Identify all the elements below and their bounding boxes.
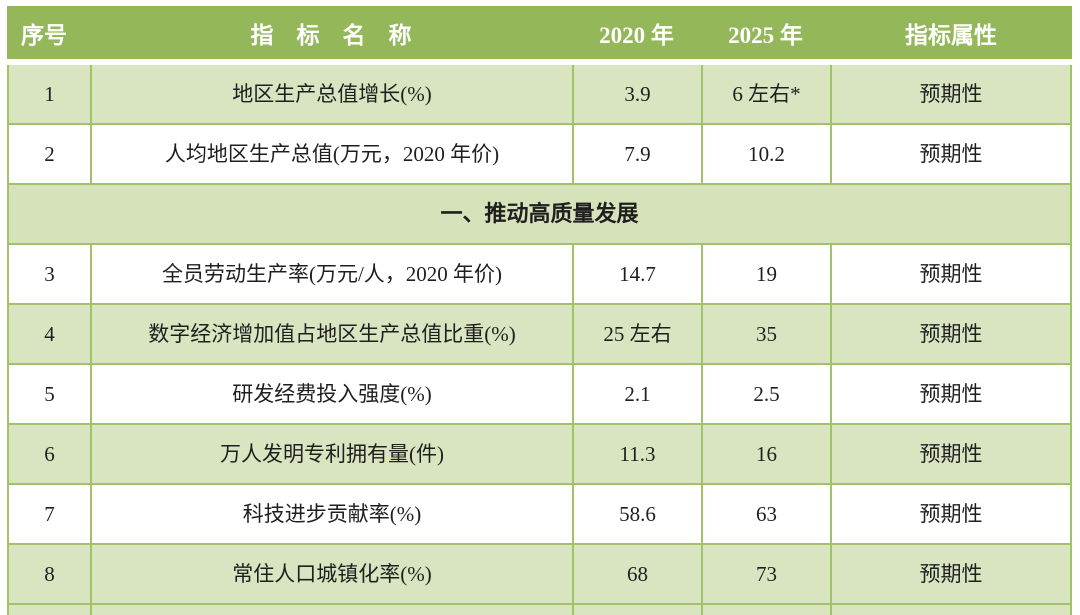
cell-empty	[9, 605, 92, 615]
cell-attribute: 预期性	[832, 245, 1070, 305]
cell-name: 地区生产总值增长(%)	[92, 65, 574, 125]
column-header-name: 指 标 名 称	[250, 22, 412, 48]
column-header-2020: 2020 年	[599, 22, 674, 48]
cell-y2025: 6 左右*	[703, 65, 832, 125]
cell-y2020: 58.6	[574, 485, 703, 545]
cell-attribute: 预期性	[832, 365, 1070, 425]
cell-y2025: 2.5	[703, 365, 832, 425]
cell-index: 3	[9, 245, 92, 305]
cell-name: 科技进步贡献率(%)	[92, 485, 574, 545]
cell-name: 研发经费投入强度(%)	[92, 365, 574, 425]
section-title: 一、推动高质量发展	[440, 201, 639, 227]
partial-next-row	[9, 605, 1070, 615]
cell-y2025: 63	[703, 485, 832, 545]
cell-attribute: 预期性	[832, 65, 1070, 125]
table-header-row: 序号 指 标 名 称 2020 年 2025 年 指标属性	[7, 6, 1072, 59]
cell-attribute: 预期性	[832, 425, 1070, 485]
cell-name: 人均地区生产总值(万元，2020 年价)	[92, 125, 574, 185]
cell-index: 4	[9, 305, 92, 365]
cell-empty	[574, 605, 703, 615]
table-row: 3 全员劳动生产率(万元/人，2020 年价) 14.7 19 预期性	[9, 245, 1070, 305]
cell-index: 6	[9, 425, 92, 485]
cell-empty	[92, 605, 574, 615]
cell-y2020: 2.1	[574, 365, 703, 425]
cell-y2020: 3.9	[574, 65, 703, 125]
cell-y2025: 73	[703, 545, 832, 605]
cell-y2020: 7.9	[574, 125, 703, 185]
cell-empty	[703, 605, 832, 615]
cell-index: 1	[9, 65, 92, 125]
cell-name: 全员劳动生产率(万元/人，2020 年价)	[92, 245, 574, 305]
cell-attribute: 预期性	[832, 125, 1070, 185]
cell-attribute: 预期性	[832, 305, 1070, 365]
table-body: 1 地区生产总值增长(%) 3.9 6 左右* 预期性 2 人均地区生产总值(万元，2020…	[7, 65, 1072, 615]
cell-y2020: 25 左右	[574, 305, 703, 365]
column-header-index: 序号	[21, 22, 67, 48]
column-header-attribute: 指标属性	[905, 22, 997, 48]
table-row: 8 常住人口城镇化率(%) 68 73 预期性	[9, 545, 1070, 605]
cell-attribute: 预期性	[832, 485, 1070, 545]
cell-index: 2	[9, 125, 92, 185]
cell-index: 5	[9, 365, 92, 425]
section-header-row: 一、推动高质量发展	[9, 185, 1070, 245]
cell-y2025: 10.2	[703, 125, 832, 185]
column-header-2025: 2025 年	[728, 22, 803, 48]
indicators-table: 序号 指 标 名 称 2020 年 2025 年 指标属性 1 地区生产总值增长(…	[7, 6, 1072, 615]
cell-y2020: 11.3	[574, 425, 703, 485]
cell-name: 数字经济增加值占地区生产总值比重(%)	[92, 305, 574, 365]
cell-y2025: 35	[703, 305, 832, 365]
table-row: 5 研发经费投入强度(%) 2.1 2.5 预期性	[9, 365, 1070, 425]
cell-attribute: 预期性	[832, 545, 1070, 605]
cell-y2025: 16	[703, 425, 832, 485]
cell-name: 常住人口城镇化率(%)	[92, 545, 574, 605]
cell-index: 8	[9, 545, 92, 605]
table-row: 7 科技进步贡献率(%) 58.6 63 预期性	[9, 485, 1070, 545]
cell-index: 7	[9, 485, 92, 545]
table-row: 1 地区生产总值增长(%) 3.9 6 左右* 预期性	[9, 65, 1070, 125]
cell-y2020: 14.7	[574, 245, 703, 305]
cell-name: 万人发明专利拥有量(件)	[92, 425, 574, 485]
table-row: 4 数字经济增加值占地区生产总值比重(%) 25 左右 35 预期性	[9, 305, 1070, 365]
cell-y2025: 19	[703, 245, 832, 305]
table-row: 6 万人发明专利拥有量(件) 11.3 16 预期性	[9, 425, 1070, 485]
table-row: 2 人均地区生产总值(万元，2020 年价) 7.9 10.2 预期性	[9, 125, 1070, 185]
cell-empty	[832, 605, 1070, 615]
cell-y2020: 68	[574, 545, 703, 605]
